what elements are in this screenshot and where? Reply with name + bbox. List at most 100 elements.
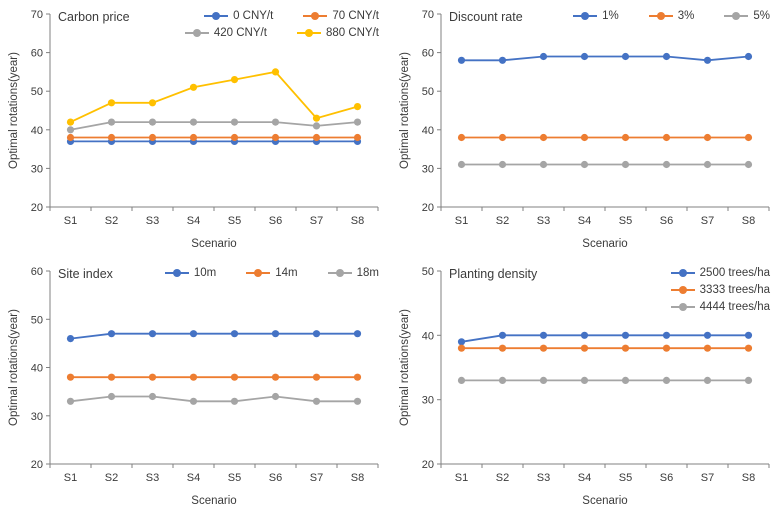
data-point [621, 160, 630, 169]
y-tick-label: 20 [422, 459, 434, 471]
series-line [461, 334, 749, 343]
data-point [580, 331, 589, 339]
data-point [66, 118, 75, 126]
data-point [230, 76, 239, 84]
data-point [312, 330, 321, 338]
data-point [662, 133, 671, 142]
data-point [189, 373, 198, 381]
x-tick-label: S6 [269, 472, 282, 484]
x-tick-label: S4 [187, 215, 200, 227]
y-tick-label: 20 [31, 202, 43, 214]
data-point [744, 160, 753, 169]
y-tick-label: 60 [31, 266, 43, 278]
x-tick-label: S8 [742, 472, 755, 484]
series-line [70, 70, 358, 123]
data-point [230, 397, 239, 405]
data-point [498, 160, 507, 169]
data-point [271, 373, 280, 381]
data-point [621, 376, 630, 384]
chart-canvas-site-index: 20 30 40 50 60 S1 S2 S3 S4 S5 S6 S7 S8 Optimal rotati… [8, 266, 379, 507]
data-point [353, 397, 362, 405]
data-point [189, 397, 198, 405]
data-point [230, 373, 239, 381]
x-tick-label: S4 [187, 472, 200, 484]
data-point [703, 331, 712, 339]
data-point [703, 133, 712, 142]
chart-carbon-price: 20 30 40 50 60 70 S1 S2 S3 S4 S5 S6 S7 S8 Optimal rota… [0, 0, 391, 257]
x-tick-label: S7 [310, 215, 323, 227]
data-point [312, 122, 321, 130]
y-tick-label: 50 [31, 86, 43, 98]
x-tick-label: S8 [742, 215, 755, 227]
data-point [580, 160, 589, 169]
data-point [66, 335, 75, 343]
x-tick-label: S5 [228, 215, 241, 227]
data-point [189, 118, 198, 126]
data-point [457, 344, 466, 352]
data-point [148, 118, 157, 126]
y-tick-label: 40 [31, 363, 43, 375]
y-tick-label: 50 [422, 86, 434, 98]
x-tick-label: S3 [146, 472, 159, 484]
data-point [662, 331, 671, 339]
data-point [148, 133, 157, 142]
data-point [312, 373, 321, 381]
y-tick-label: 30 [31, 411, 43, 423]
data-point [271, 133, 280, 142]
y-tick-label: 50 [422, 266, 434, 278]
y-tick-label: 30 [31, 163, 43, 175]
chart-canvas-discount-rate: 20 30 40 50 60 70 S1 S2 S3 S4 S5 S6 S7 S8 Optimal rota… [399, 9, 770, 250]
data-point [107, 118, 116, 126]
data-point [662, 160, 671, 169]
data-point [703, 160, 712, 169]
data-point [353, 118, 362, 126]
data-point [498, 344, 507, 352]
data-point [703, 376, 712, 384]
x-tick-label: S4 [578, 472, 591, 484]
data-point [312, 397, 321, 405]
series-line [461, 55, 749, 62]
x-tick-label: S4 [578, 215, 591, 227]
data-point [107, 99, 116, 107]
data-point [148, 392, 157, 401]
x-tick-label: S1 [455, 472, 468, 484]
data-point [498, 376, 507, 384]
x-axis-title: Scenario [191, 495, 236, 507]
data-point [621, 344, 630, 352]
data-point [189, 133, 198, 142]
data-point [498, 133, 507, 142]
data-point [744, 52, 753, 61]
x-tick-label: S8 [351, 215, 364, 227]
data-point [353, 373, 362, 381]
data-point [271, 330, 280, 338]
x-axis-title: Scenario [191, 238, 236, 250]
y-tick-label: 20 [31, 459, 43, 471]
data-point [271, 68, 280, 76]
data-point [580, 133, 589, 142]
data-point [744, 376, 753, 384]
x-axis-title: Scenario [582, 238, 627, 250]
x-tick-label: S5 [619, 215, 632, 227]
chart-site-index: 20 30 40 50 60 S1 S2 S3 S4 S5 S6 S7 S8 Optimal rotati… [0, 257, 391, 515]
x-tick-label: S2 [105, 472, 118, 484]
data-point [271, 392, 280, 401]
data-point [498, 56, 507, 64]
x-tick-label: S8 [351, 472, 364, 484]
x-tick-label: S6 [660, 472, 673, 484]
data-point [621, 133, 630, 142]
data-point [539, 376, 548, 384]
x-tick-label: S5 [619, 472, 632, 484]
x-tick-label: S2 [496, 472, 509, 484]
y-tick-label: 30 [422, 395, 434, 407]
chart-discount-rate: 20 30 40 50 60 70 S1 S2 S3 S4 S5 S6 S7 S8 Optimal rota… [391, 0, 782, 257]
data-point [457, 133, 466, 142]
data-point [662, 376, 671, 384]
x-tick-label: S1 [64, 472, 77, 484]
data-point [580, 52, 589, 61]
y-axis-title: Optimal rotations(year) [399, 52, 411, 169]
data-point [107, 133, 116, 142]
data-point [457, 160, 466, 169]
data-point [539, 52, 548, 61]
data-point [230, 118, 239, 126]
